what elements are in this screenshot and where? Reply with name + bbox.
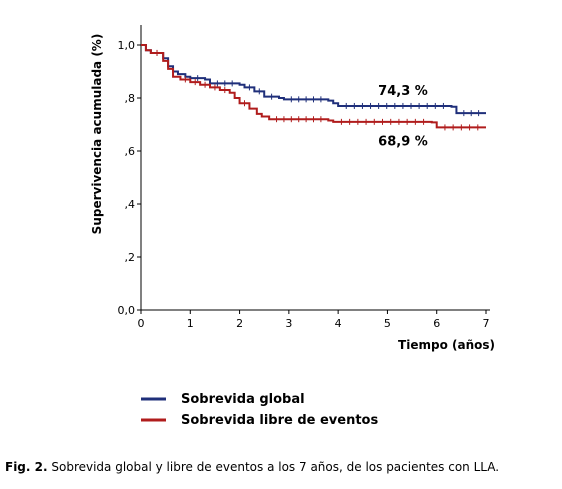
x-tick-label: 2 [236,317,243,330]
y-tick-label: ,2 [125,251,136,264]
legend: Sobrevida global Sobrevida libre de event… [141,392,378,428]
x-axis-title: Tiempo (años) [398,338,495,352]
y-tick-label: ,4 [125,198,136,211]
figure-caption: Fig. 2. Sobrevida global y libre de even… [5,460,561,474]
y-tick-label: 0,0 [118,304,136,317]
y-tick-label: 1,0 [118,39,136,52]
series-group [141,44,486,131]
x-tick-label: 3 [285,317,292,330]
x-tick-label: 7 [483,317,490,330]
legend-label: Sobrevida libre de eventos [181,413,378,428]
y-ticks: 0,0 ,2 ,4 ,6 ,8 1,0 [118,39,141,317]
x-tick-label: 0 [138,317,145,330]
x-tick-label: 6 [433,317,440,330]
y-tick-label: ,6 [125,145,136,158]
annotations: 74,3 % 68,9 % [378,84,428,149]
y-tick-label: ,8 [125,92,136,105]
x-tick-label: 5 [384,317,391,330]
series-line [141,44,486,129]
series-end-label: 68,9 % [378,134,428,149]
legend-label: Sobrevida global [181,392,305,407]
series-line [141,44,486,115]
x-tick-label: 4 [335,317,342,330]
caption-label: Fig. 2. [5,460,48,474]
series-end-label: 74,3 % [378,84,428,99]
y-axis-title: Supervivencia acumulada (%) [90,34,104,235]
x-ticks: 0 1 2 3 4 5 6 7 [138,310,490,330]
x-tick-label: 1 [187,317,194,330]
caption-text: Sobrevida global y libre de eventos a lo… [47,460,500,474]
chart-axes [140,25,490,311]
survival-chart: 0,0 ,2 ,4 ,6 ,8 1,0 0 1 2 3 4 5 6 7 Supervivencia ac… [90,25,495,428]
